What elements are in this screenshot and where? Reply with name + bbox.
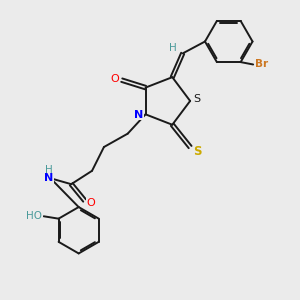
Text: HO: HO	[26, 211, 42, 221]
Text: N: N	[134, 110, 144, 120]
Text: S: S	[193, 145, 202, 158]
Text: N: N	[44, 173, 54, 183]
Text: Br: Br	[256, 59, 268, 70]
Text: H: H	[45, 165, 53, 175]
Text: H: H	[169, 43, 177, 53]
Text: S: S	[193, 94, 200, 103]
Text: O: O	[111, 74, 120, 84]
Text: O: O	[87, 198, 95, 208]
